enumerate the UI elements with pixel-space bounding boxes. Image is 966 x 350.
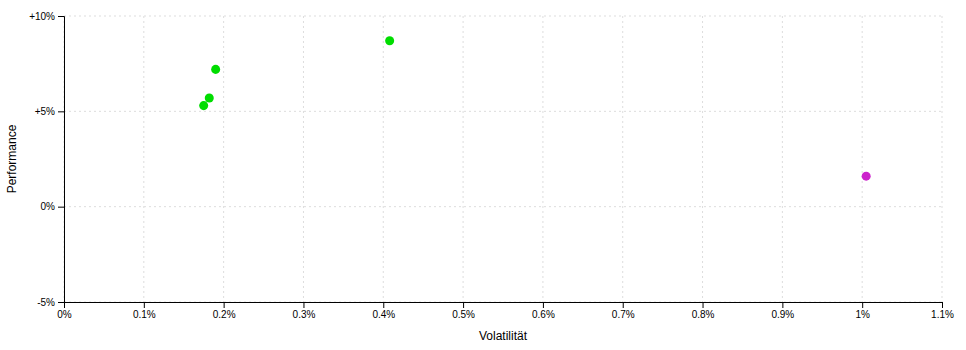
point (199, 101, 208, 110)
marks (199, 36, 871, 180)
y-axis-title: Performance (5, 124, 19, 193)
series (862, 172, 871, 181)
y-tick: -5% (37, 297, 64, 308)
chart: 0% 0.1% 0.2% 0.3% 0.4% 0.5% 0.6% 0.7% 0.8% 0.9% 1%… (0, 0, 966, 350)
x-tick-mark (862, 302, 863, 308)
x-axis-line (65, 303, 943, 309)
point (385, 36, 394, 45)
x-tick-mark (383, 302, 384, 308)
x-tick-label: 0.4% (372, 309, 395, 320)
x-tick: 0.8% (692, 302, 715, 320)
x-tick-label: 1% (855, 309, 870, 320)
x-grid-line (383, 16, 384, 302)
x-grid-line (782, 16, 783, 302)
x-tick: 1.1% (931, 302, 954, 320)
x-tick-mark (224, 302, 225, 308)
point (211, 65, 220, 74)
x-tick: 0.2% (213, 302, 236, 320)
x-tick-label: 0.9% (771, 309, 794, 320)
y-tick-label: +10% (29, 11, 55, 22)
x-tick: 0.4% (372, 302, 395, 320)
x-grid-line (622, 16, 623, 302)
x-grid-line (542, 16, 543, 302)
x-tick-label: 1.1% (931, 309, 954, 320)
x-tick: 0.3% (293, 302, 316, 320)
plot: 0% 0.1% 0.2% 0.3% 0.4% 0.5% 0.6% 0.7% 0.8% 0.9% 1%… (29, 11, 954, 320)
y-axis: -5% 0% +5% +10% (29, 11, 64, 308)
x-tick-label: 0.3% (293, 309, 316, 320)
y-tick: 0% (41, 201, 64, 212)
y-tick-mark (58, 302, 64, 303)
x-tick: 0% (57, 302, 72, 320)
y-tick: +10% (29, 11, 64, 22)
x-tick: 0.6% (532, 302, 555, 320)
x-grid-line (942, 16, 943, 302)
x-grid-line (223, 16, 224, 302)
x-grid-line (702, 16, 703, 302)
x-tick-mark (463, 302, 464, 308)
x-grid-line (143, 16, 144, 302)
x-axis: 0% 0.1% 0.2% 0.3% 0.4% 0.5% 0.6% 0.7% 0.8% 0.9% 1%… (57, 302, 954, 320)
x-tick-label: 0.5% (452, 309, 475, 320)
y-axis-line (58, 17, 65, 303)
x-tick-mark (543, 302, 544, 308)
x-grid-line (862, 16, 863, 302)
x-tick-mark (144, 302, 145, 308)
x-tick-mark (703, 302, 704, 308)
y-tick-mark (58, 16, 64, 17)
y-grid-line (64, 16, 942, 17)
y-tick-label: 0% (41, 201, 56, 212)
x-tick-label: 0.6% (532, 309, 555, 320)
x-tick-label: 0.2% (213, 309, 236, 320)
y-tick-label: +5% (35, 106, 55, 117)
x-tick-mark (782, 302, 783, 308)
x-tick: 0.9% (771, 302, 794, 320)
y-tick-mark (58, 207, 64, 208)
x-grid-line (303, 16, 304, 302)
x-tick-label: 0.1% (133, 309, 156, 320)
x-tick: 1% (855, 302, 870, 320)
y-tick-mark (58, 111, 64, 112)
point (205, 93, 214, 102)
y-grid-line (64, 206, 942, 207)
y-tick-label: -5% (37, 297, 55, 308)
x-tick-label: 0.7% (612, 309, 635, 320)
point (862, 172, 871, 181)
x-grid-line (463, 16, 464, 302)
x-tick-label: 0% (57, 309, 72, 320)
x-tick: 0.5% (452, 302, 475, 320)
x-tick-label: 0.8% (692, 309, 715, 320)
x-tick-mark (623, 302, 624, 308)
x-axis-title: Volatilität (479, 329, 528, 343)
x-tick-mark (303, 302, 304, 308)
x-tick: 0.1% (133, 302, 156, 320)
x-tick-mark (942, 302, 943, 308)
series (199, 36, 394, 110)
y-grid-line (64, 111, 942, 112)
x-tick: 0.7% (612, 302, 635, 320)
y-tick: +5% (35, 106, 64, 117)
grid (64, 16, 942, 302)
